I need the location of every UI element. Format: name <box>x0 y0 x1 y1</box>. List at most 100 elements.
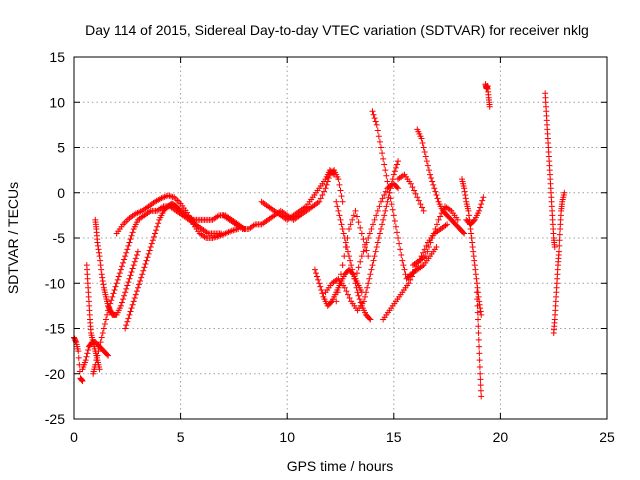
data-point <box>126 239 133 246</box>
data-point <box>378 225 385 232</box>
data-point <box>474 309 481 316</box>
series-group <box>542 90 558 251</box>
data-point <box>471 257 478 264</box>
data-point <box>95 348 102 355</box>
data-point <box>131 258 138 265</box>
data-point <box>422 153 429 160</box>
data-point <box>385 184 392 191</box>
data-point <box>376 203 383 210</box>
data-point <box>477 204 484 211</box>
x-tick-label: 15 <box>386 429 402 445</box>
data-point <box>136 281 143 288</box>
data-point <box>405 280 412 287</box>
data-point <box>366 315 373 322</box>
data-point <box>358 253 365 260</box>
data-point <box>393 161 400 168</box>
data-point <box>120 259 127 266</box>
data-point <box>476 350 483 357</box>
data-point <box>132 255 139 262</box>
data-point <box>477 376 484 383</box>
data-point <box>462 195 469 202</box>
series-group <box>322 158 402 314</box>
data-point <box>369 108 376 115</box>
data-point <box>123 322 130 329</box>
data-point <box>474 302 481 309</box>
data-point <box>150 233 157 240</box>
data-point <box>129 229 136 236</box>
data-point <box>339 262 346 269</box>
data-point <box>336 212 343 219</box>
x-tick-label: 10 <box>279 429 295 445</box>
data-point <box>365 253 372 260</box>
data-point <box>354 213 361 220</box>
data-point <box>440 206 447 213</box>
data-point <box>331 171 338 178</box>
data-point <box>474 284 481 291</box>
data-point <box>477 370 484 377</box>
series-group <box>122 200 248 332</box>
data-point <box>477 382 484 389</box>
data-point <box>348 262 355 269</box>
data-point <box>350 271 357 278</box>
data-point <box>478 311 485 318</box>
data-point <box>341 284 348 291</box>
data-point <box>144 254 151 261</box>
data-point <box>469 239 476 246</box>
data-point <box>323 181 330 188</box>
data-point <box>322 185 329 192</box>
data-point <box>384 198 391 205</box>
series-group <box>311 266 365 309</box>
data-point <box>395 185 402 192</box>
data-point <box>388 201 395 208</box>
data-point <box>471 262 478 269</box>
data-point <box>407 180 414 187</box>
data-point <box>106 304 113 311</box>
data-point <box>461 188 468 195</box>
data-point <box>425 244 432 251</box>
data-point <box>390 171 397 178</box>
series-group <box>333 207 372 305</box>
data-point <box>339 225 346 232</box>
y-tick-label: -25 <box>45 411 65 427</box>
data-point <box>317 283 324 290</box>
x-tick-label: 25 <box>599 429 615 445</box>
data-point <box>335 207 342 214</box>
data-point <box>174 197 181 204</box>
data-point <box>95 246 102 253</box>
data-point <box>363 247 370 254</box>
data-point <box>137 277 144 284</box>
data-point <box>134 248 141 255</box>
data-point <box>338 193 345 200</box>
x-tick-label: 20 <box>493 429 509 445</box>
data-point <box>353 284 360 291</box>
data-point <box>373 121 380 128</box>
data-point <box>354 270 361 277</box>
data-point <box>130 298 137 305</box>
data-point <box>122 253 129 260</box>
data-point <box>371 115 378 122</box>
data-point <box>82 357 89 364</box>
series-group <box>369 108 440 282</box>
data-point <box>101 320 108 327</box>
data-point <box>94 242 101 249</box>
data-point <box>380 216 387 223</box>
data-point <box>365 280 372 287</box>
data-point <box>360 248 367 255</box>
series-group <box>463 194 487 228</box>
data-point <box>94 352 101 359</box>
data-point <box>349 216 356 223</box>
data-point <box>420 144 427 151</box>
data-point <box>475 316 482 323</box>
data-point <box>419 204 426 211</box>
data-point <box>355 264 362 271</box>
y-tick-label: 15 <box>49 49 65 65</box>
data-point <box>367 271 374 278</box>
data-point <box>412 266 419 273</box>
data-point <box>382 207 389 214</box>
data-point <box>99 277 106 284</box>
data-point <box>476 363 483 370</box>
data-point <box>113 280 120 287</box>
data-point <box>432 225 439 232</box>
data-point <box>379 195 386 202</box>
